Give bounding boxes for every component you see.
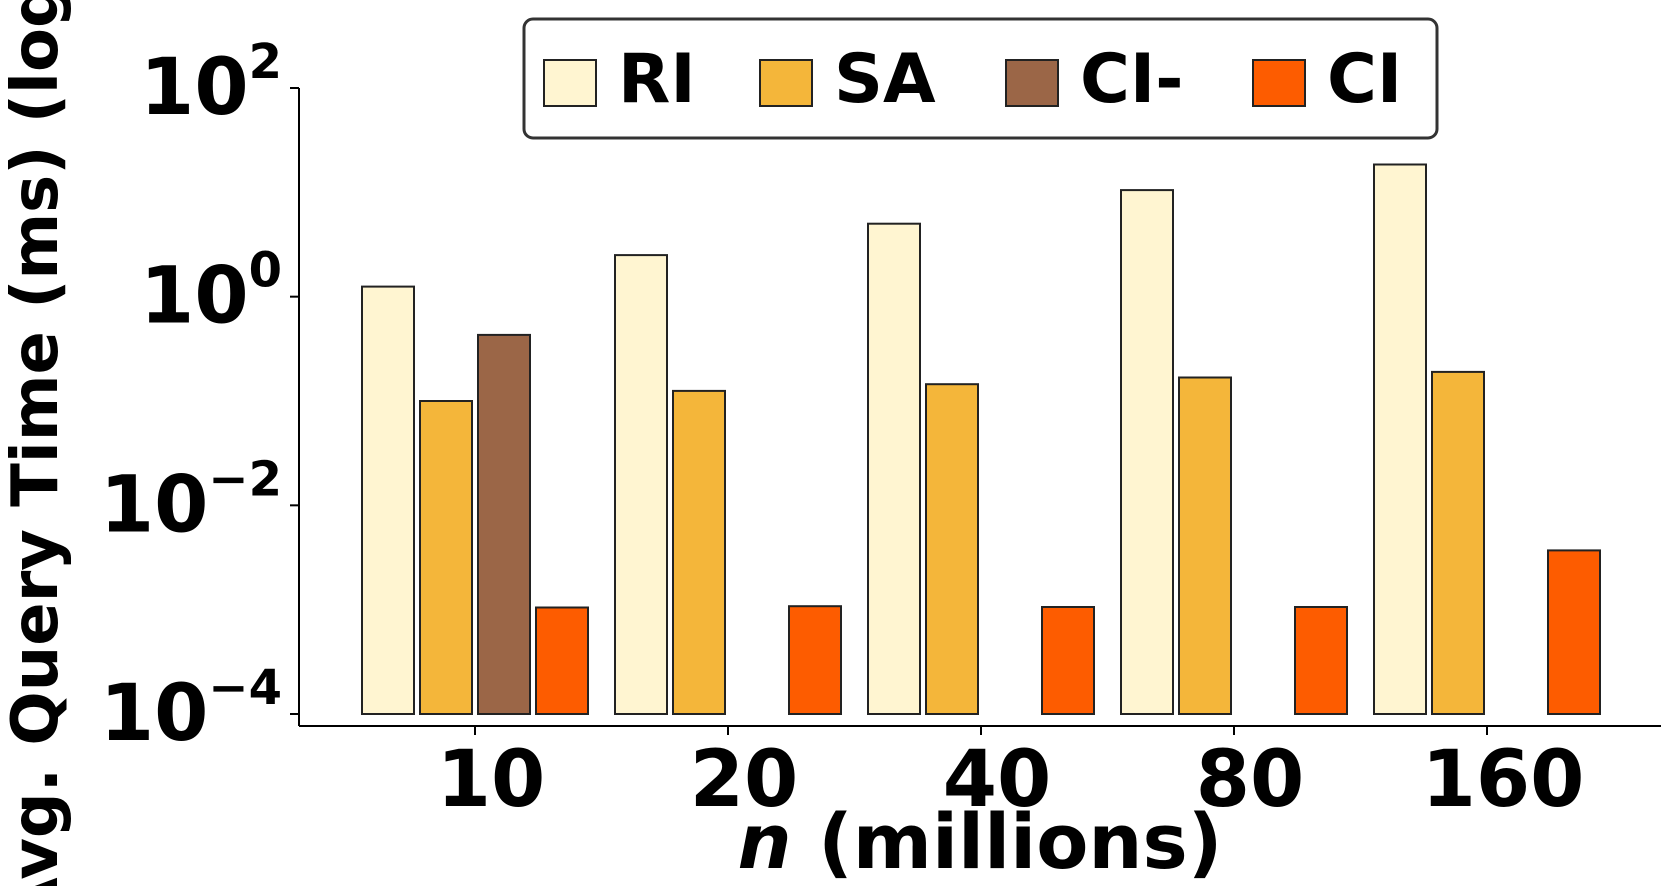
legend-label: CI <box>1327 40 1402 119</box>
bar-ci-minus-10 <box>477 333 531 715</box>
x-axis-title-variable: n <box>738 797 792 886</box>
bar-sa-80 <box>1178 376 1232 715</box>
x-ticks-group: 10 20 40 80 160 <box>437 726 1585 825</box>
legend-swatch <box>543 59 597 107</box>
x-tick-label: 20 <box>690 735 799 825</box>
bar-ri-10 <box>361 285 415 715</box>
y-axis-title: Avg. Query Time (ms) (log) <box>0 0 73 886</box>
legend-label: RI <box>618 40 696 119</box>
bars-group <box>361 163 1601 716</box>
y-tick-label: 10−2 <box>100 451 282 550</box>
y-tick-label: 100 <box>140 243 282 342</box>
legend: RI SA CI- CI <box>522 17 1439 140</box>
legend-label: CI- <box>1080 40 1183 119</box>
bar-ri-160 <box>1373 163 1427 715</box>
bar-sa-20 <box>672 389 726 715</box>
legend-frame <box>522 17 1439 140</box>
bar-ri-20 <box>614 254 668 715</box>
bar-ci-160 <box>1547 549 1601 716</box>
bar-ci-40 <box>1041 606 1095 715</box>
legend-label: SA <box>834 40 936 119</box>
bar-ci-10 <box>535 606 589 715</box>
bar-sa-40 <box>925 383 979 715</box>
legend-swatch <box>759 59 813 107</box>
y-tick-label: 10−4 <box>100 660 282 759</box>
x-tick-label: 160 <box>1422 735 1585 825</box>
bar-ci-80 <box>1294 606 1348 715</box>
bar-ri-80 <box>1120 189 1174 716</box>
legend-swatch <box>1005 59 1059 107</box>
legend-swatch <box>1252 59 1306 107</box>
x-axis-title: n (millions) <box>738 797 1223 886</box>
bar-sa-10 <box>419 400 473 715</box>
x-tick-label: 80 <box>1196 735 1305 825</box>
y-ticks-group: 102 100 10−2 10−4 <box>100 34 299 759</box>
x-tick-label: 40 <box>943 735 1052 825</box>
bar-ci-20 <box>788 605 842 716</box>
y-tick-label: 102 <box>140 34 282 133</box>
bar-ri-40 <box>867 222 921 715</box>
x-tick-label: 10 <box>437 735 546 825</box>
x-axis-title-unit: (millions) <box>792 797 1223 886</box>
bar-sa-160 <box>1431 370 1485 715</box>
